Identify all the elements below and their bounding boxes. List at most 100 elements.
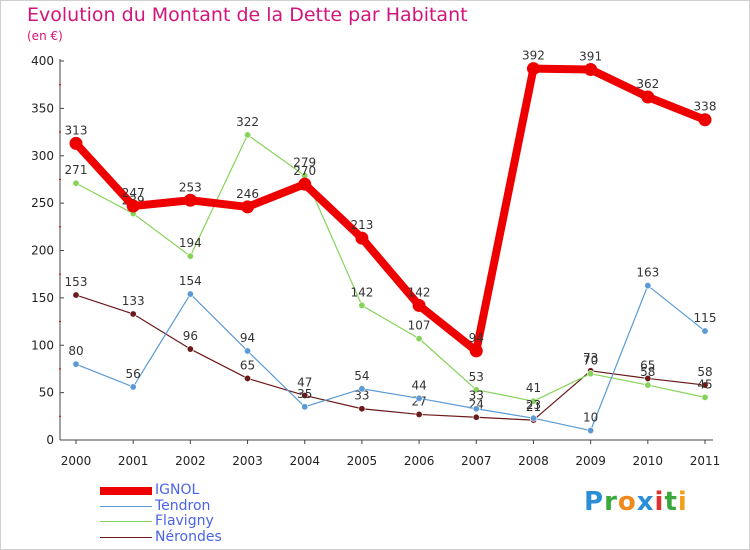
data-point-ignol <box>584 63 598 77</box>
data-label-ignol: 246 <box>236 187 259 201</box>
data-label-flavigny: 322 <box>236 115 259 129</box>
data-point-flavigny <box>529 397 537 405</box>
data-label-ignol: 338 <box>694 100 717 114</box>
data-point-flavigny <box>186 252 194 260</box>
x-tick-label: 2004 <box>289 454 320 468</box>
y-tick-label: 300 <box>31 149 54 163</box>
logo-letter: t <box>664 487 678 517</box>
legend-label-tendron: Tendron <box>155 497 211 514</box>
proxiti-logo: Proxiti <box>584 487 688 517</box>
x-tick-label: 2002 <box>175 454 206 468</box>
data-point-tendron <box>701 327 709 335</box>
data-label-nrondes: 47 <box>297 375 312 389</box>
x-tick-label: 2011 <box>690 454 721 468</box>
x-tick-label: 2009 <box>575 454 606 468</box>
logo-letter: i <box>677 487 688 517</box>
series-line-ignol <box>72 64 709 355</box>
data-point-tendron <box>587 427 595 435</box>
data-point-ignol <box>641 90 655 104</box>
data-point-nrondes <box>301 391 309 399</box>
data-point-ignol <box>526 62 540 76</box>
data-point-ignol <box>126 199 140 213</box>
data-point-tendron <box>186 290 194 298</box>
data-point-nrondes <box>186 345 194 353</box>
data-point-flavigny <box>644 381 652 389</box>
data-point-ignol <box>298 177 312 191</box>
data-label-nrondes: 133 <box>122 294 145 308</box>
data-point-nrondes <box>129 310 137 318</box>
data-point-ignol <box>469 344 483 358</box>
x-tick-label: 2001 <box>118 454 149 468</box>
x-tick-label: 2007 <box>461 454 492 468</box>
data-label-nrondes: 96 <box>183 329 198 343</box>
chart-legend: IGNOL Tendron Flavigny Nérondes <box>100 482 320 546</box>
data-point-nrondes <box>72 291 80 299</box>
data-label-flavigny: 41 <box>526 381 541 395</box>
data-point-flavigny <box>244 131 252 139</box>
data-point-ignol <box>355 231 369 245</box>
data-label-flavigny: 271 <box>65 163 88 177</box>
data-point-ignol <box>698 113 712 127</box>
logo-letter: r <box>604 487 618 517</box>
y-tick-label: 150 <box>31 291 54 305</box>
legend-swatch-ignol <box>100 487 152 495</box>
data-point-tendron <box>529 414 537 422</box>
data-label-flavigny: 58 <box>640 365 655 379</box>
legend-label-nerondes: Nérondes <box>155 528 222 545</box>
legend-label-ignol: IGNOL <box>155 482 200 498</box>
data-label-tendron: 35 <box>297 387 312 401</box>
data-point-flavigny <box>472 386 480 394</box>
data-point-flavigny <box>587 370 595 378</box>
data-label-flavigny: 107 <box>408 319 431 333</box>
data-label-ignol: 392 <box>522 49 545 63</box>
data-label-flavigny: 279 <box>293 156 316 170</box>
data-point-flavigny <box>358 301 366 309</box>
data-label-ignol: 313 <box>65 123 88 137</box>
data-point-tendron <box>644 282 652 290</box>
legend-label-flavigny: Flavigny <box>155 513 214 529</box>
data-point-ignol <box>183 193 197 207</box>
legend-swatch-flavigny <box>100 521 152 522</box>
x-tick-label: 2005 <box>347 454 378 468</box>
data-label-nrondes: 58 <box>697 365 712 379</box>
data-point-tendron <box>129 383 137 391</box>
data-label-nrondes: 33 <box>354 389 369 403</box>
data-point-flavigny <box>701 393 709 401</box>
data-label-flavigny: 194 <box>179 236 202 250</box>
x-tick-label: 2006 <box>404 454 435 468</box>
data-label-tendron: 94 <box>240 331 255 345</box>
legend-item-nerondes: Nérondes <box>100 528 320 546</box>
y-tick-label: 250 <box>31 196 54 210</box>
data-label-tendron: 80 <box>68 344 83 358</box>
unit-label: (en €) <box>27 29 63 43</box>
y-tick-label: 100 <box>31 338 54 352</box>
legend-swatch-tendron <box>100 505 152 507</box>
data-label-flavigny: 70 <box>583 354 598 368</box>
data-label-ignol: 253 <box>179 180 202 194</box>
data-point-nrondes <box>415 410 423 418</box>
x-tick-label: 2010 <box>633 454 664 468</box>
data-label-nrondes: 21 <box>526 400 541 414</box>
data-label-ignol: 142 <box>408 285 431 299</box>
data-point-nrondes <box>244 374 252 382</box>
data-label-tendron: 44 <box>411 378 426 392</box>
data-label-tendron: 23 <box>526 398 541 412</box>
data-label-tendron: 115 <box>694 311 717 325</box>
data-point-ignol <box>412 298 426 312</box>
data-label-nrondes: 65 <box>640 358 655 372</box>
y-tick-label: 200 <box>31 244 54 258</box>
data-label-ignol: 391 <box>579 50 602 64</box>
data-label-tendron: 154 <box>179 274 202 288</box>
legend-swatch-nerondes <box>100 536 152 538</box>
data-label-nrondes: 73 <box>583 351 598 365</box>
data-label-ignol: 247 <box>122 186 145 200</box>
legend-item-flavigny: Flavigny <box>100 513 320 530</box>
data-label-ignol: 362 <box>636 77 659 91</box>
data-point-tendron <box>72 360 80 368</box>
series-line-nrondes <box>75 294 706 421</box>
chart-title: Evolution du Montant de la Dette par Hab… <box>27 4 468 26</box>
data-label-tendron: 54 <box>354 369 369 383</box>
data-point-tendron <box>358 385 366 393</box>
logo-letter: o <box>617 487 637 517</box>
